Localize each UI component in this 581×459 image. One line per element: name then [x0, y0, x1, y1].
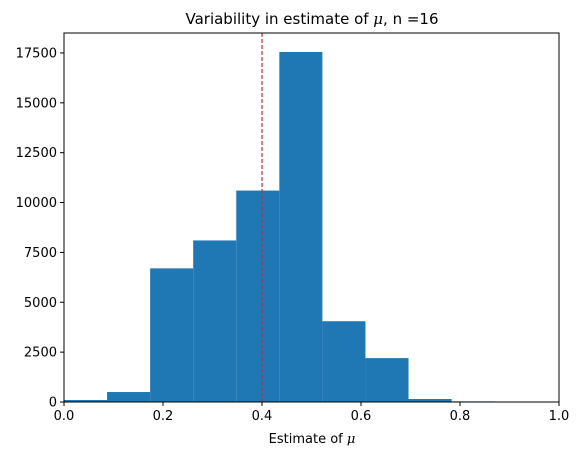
histogram-bar-7: [365, 358, 409, 402]
histogram-bars: [64, 51, 495, 403]
histogram-bar-8: [408, 399, 452, 402]
histogram-bar-0: [64, 400, 108, 402]
x-tick-label-0: 0.0: [54, 409, 75, 424]
x-axis-ticks: 0.0 0.2 0.4 0.6 0.8 1.0: [54, 402, 570, 424]
y-tick-label-7: 17500: [16, 46, 57, 61]
x-axis-label: Estimate of μ: [269, 432, 356, 447]
y-tick-label-3: 7500: [24, 246, 57, 261]
x-tick-label-5: 1.0: [549, 409, 570, 424]
y-tick-label-2: 5000: [24, 296, 57, 311]
histogram-bar-2: [150, 268, 194, 402]
y-tick-label-4: 10000: [16, 196, 57, 211]
y-tick-label-5: 12500: [16, 146, 57, 161]
y-tick-label-1: 2500: [24, 346, 57, 361]
histogram-bar-3: [193, 240, 237, 402]
y-tick-label-6: 15000: [16, 96, 57, 111]
histogram-bar-6: [322, 321, 366, 402]
x-tick-label-3: 0.6: [351, 409, 372, 424]
x-tick-label-1: 0.2: [153, 409, 174, 424]
x-tick-label-2: 0.4: [252, 409, 273, 424]
x-tick-label-4: 0.8: [450, 409, 471, 424]
histogram-bar-5: [279, 51, 323, 403]
chart-title: Variability in estimate of μ, n =16: [185, 10, 438, 28]
histogram-bar-1: [107, 392, 151, 402]
y-axis-ticks: 0 2500 5000 7500 10000 12500 15000 17500: [16, 46, 64, 411]
plot-frame: [63, 32, 560, 403]
y-tick-label-0: 0: [49, 396, 57, 411]
histogram-bar-4: [236, 190, 280, 402]
